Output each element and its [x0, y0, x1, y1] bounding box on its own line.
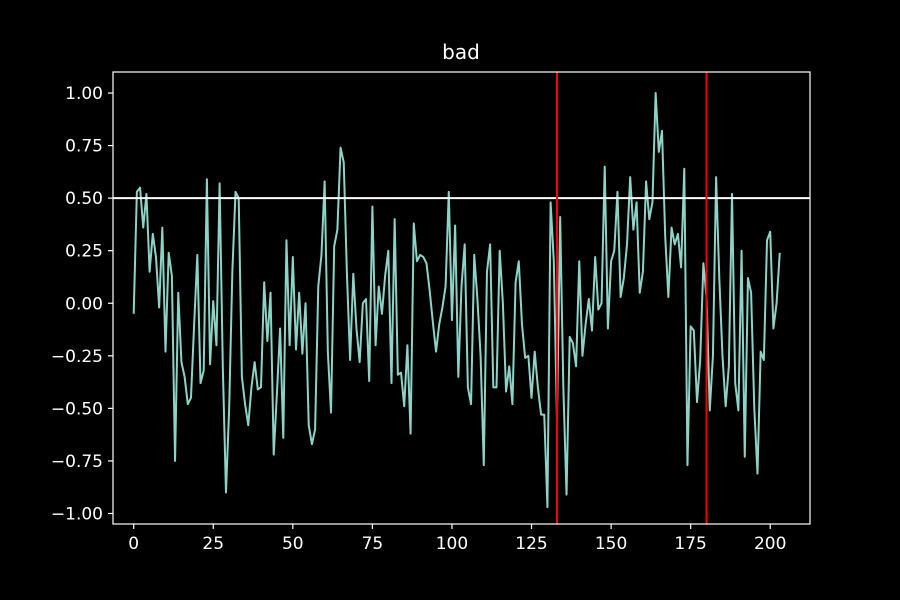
x-tick-label: 125: [515, 534, 547, 554]
y-tick-label: −0.75: [51, 452, 103, 472]
y-tick-label: 0.00: [65, 294, 103, 314]
axes: 0 25 50 75 100 125 150 175 200 1.00 0.75 0.50 0.25 0.…: [51, 71, 811, 554]
x-tick-label: 25: [202, 534, 224, 554]
y-tick-label: 0.75: [65, 137, 103, 157]
y-tick-label: 0.25: [65, 242, 103, 262]
x-tick-label: 175: [674, 534, 706, 554]
y-tick-label: 1.00: [65, 84, 103, 104]
series-line-0: [132, 92, 781, 509]
x-tick-label: 200: [754, 534, 786, 554]
y-tick-label: −0.50: [51, 399, 103, 419]
axes-frame: [112, 71, 811, 525]
y-tick-label: −1.00: [51, 504, 103, 524]
x-tick-label: 150: [595, 534, 627, 554]
x-tick-label: 100: [436, 534, 468, 554]
x-tick-label: 75: [362, 534, 384, 554]
x-tick-label: 50: [282, 534, 304, 554]
plot-area: [113, 72, 810, 524]
y-tick-label: 0.50: [65, 189, 103, 209]
x-tick-label: 0: [128, 534, 139, 554]
y-tick-label: −0.25: [51, 347, 103, 367]
chart-title: bad: [442, 40, 480, 64]
